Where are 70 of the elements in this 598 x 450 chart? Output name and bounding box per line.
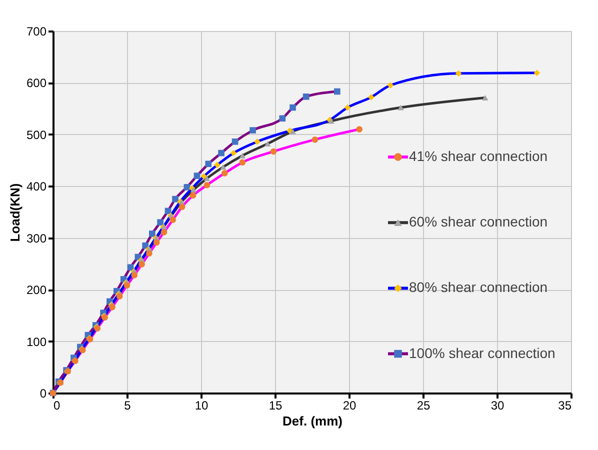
point [312, 136, 318, 143]
point [230, 150, 237, 156]
x-tick-label: 0 [54, 398, 60, 412]
point [398, 104, 404, 110]
legend-label: 100% shear connection [409, 344, 556, 361]
point [368, 94, 374, 100]
point [218, 150, 224, 156]
point [534, 70, 540, 76]
point [116, 293, 123, 300]
point [264, 141, 271, 146]
point [194, 172, 200, 179]
point [204, 176, 210, 182]
point [239, 159, 246, 166]
point [170, 216, 176, 223]
point [124, 282, 130, 289]
point [220, 164, 226, 170]
point [250, 127, 256, 134]
y-tick-label: 200 [26, 283, 47, 298]
point [239, 152, 246, 158]
point [146, 250, 152, 257]
y-tick-label: 100 [26, 334, 47, 349]
y-tick-label: 0 [40, 386, 47, 400]
point [190, 192, 196, 199]
point [172, 196, 178, 202]
point [160, 229, 168, 236]
y-axis-title: Load(KN) [7, 183, 22, 242]
point [142, 242, 149, 249]
point [356, 126, 363, 132]
x-axis-title: Def. (mm) [282, 414, 342, 428]
y-tick-label: 400 [26, 180, 47, 194]
point [254, 138, 260, 145]
point [232, 138, 238, 145]
point [205, 160, 212, 168]
point [387, 82, 394, 88]
point [302, 94, 310, 100]
x-tick-label: 35 [558, 398, 572, 412]
point [149, 230, 156, 237]
x-tick-label: 5 [124, 398, 132, 412]
point [184, 184, 190, 190]
point [482, 94, 488, 100]
point [109, 304, 116, 310]
point [214, 162, 220, 168]
x-tick-label: 30 [490, 398, 504, 412]
x-tick-label: 25 [416, 398, 430, 412]
point [334, 88, 340, 95]
point [270, 148, 277, 155]
point [157, 219, 164, 226]
point [138, 261, 145, 268]
point [178, 204, 186, 210]
point [153, 239, 160, 246]
point [204, 182, 210, 188]
point [290, 104, 296, 111]
point [279, 115, 286, 122]
legend-label: 60% shear connection [409, 214, 548, 230]
point [200, 173, 208, 180]
x-tick-label: 10 [194, 398, 208, 412]
legend-label: 41% shear connection [409, 148, 548, 164]
point [290, 128, 296, 134]
point [344, 104, 351, 111]
y-tick-label: 500 [26, 128, 47, 142]
y-tick-label: 600 [26, 76, 47, 90]
y-tick-label: 700 [26, 24, 47, 38]
x-tick-label: 20 [342, 398, 356, 412]
legend-label: 80% shear connection [409, 279, 548, 296]
point [131, 272, 138, 278]
point [127, 264, 134, 270]
x-tick-label: 15 [268, 398, 282, 412]
point [455, 70, 462, 77]
y-tick-label: 300 [26, 231, 47, 246]
point [222, 170, 228, 176]
